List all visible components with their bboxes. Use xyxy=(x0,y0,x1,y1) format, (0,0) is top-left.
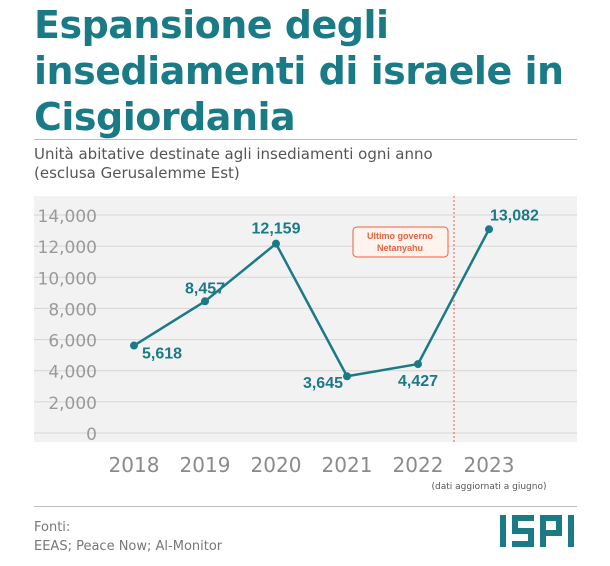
x-tick-label: 2021 xyxy=(322,453,373,477)
y-axis: 0 2,000 4,000 6,000 8,000 10,000 12,000 14,000 xyxy=(38,207,97,445)
y-tick-label: 2,000 xyxy=(48,394,97,414)
data-label: 13,082 xyxy=(490,207,539,224)
y-tick-label: 10,000 xyxy=(38,269,97,289)
series-group xyxy=(130,225,493,381)
chart-subtitle: Unità abitative destinate agli insediame… xyxy=(34,145,594,183)
sources-text: EEAS; Peace Now; Al-Monitor xyxy=(34,539,223,554)
data-point xyxy=(201,297,209,306)
sources-label: Fonti: xyxy=(34,520,71,535)
ispi-logo xyxy=(500,515,574,547)
data-point xyxy=(343,372,351,381)
footer-divider xyxy=(34,506,577,507)
y-tick-label: 4,000 xyxy=(48,363,97,383)
annotation-text-line-1: Ultimo governo xyxy=(367,231,434,241)
data-point xyxy=(272,239,280,248)
plot-area xyxy=(34,196,577,442)
data-label: 3,645 xyxy=(303,375,343,392)
data-label-group: 5,618 8,457 12,159 3,645 4,427 13,082 xyxy=(142,207,539,392)
annotation-group: Ultimo governo Netanyahu xyxy=(352,196,455,442)
y-tick-label: 12,000 xyxy=(38,238,97,258)
y-tick-label: 8,000 xyxy=(48,300,97,320)
title-divider xyxy=(34,139,577,140)
annotation-box xyxy=(352,226,449,258)
annotation-text-line-2: Netanyahu xyxy=(377,243,423,253)
x-tick-label: 2019 xyxy=(180,453,231,477)
x-tick-label: 2022 xyxy=(393,453,444,477)
x-tick-label: 2020 xyxy=(251,453,302,477)
series-line xyxy=(133,228,491,378)
x-axis-note: (dati aggiornati a giugno) xyxy=(432,482,547,492)
chart-title: Espansione degli insediamenti di israele… xyxy=(34,3,564,139)
data-point xyxy=(414,360,422,369)
line-chart: 02,0004,0006,0008,00010,00012,00014,000 … xyxy=(34,196,577,492)
data-label: 4,427 xyxy=(398,373,438,390)
y-tick-label: 0 xyxy=(86,425,97,445)
x-tick-label: 2018 xyxy=(109,453,160,477)
x-tick-label: 2023 xyxy=(464,453,515,477)
data-label: 12,159 xyxy=(252,221,301,238)
subtitle-line-2: (esclusa Gerusalemme Est) xyxy=(34,164,240,182)
data-label: 8,457 xyxy=(185,280,225,297)
x-axis: 2018 2019 2020 2021 2022 2023 (dati aggiornati… xyxy=(109,453,547,492)
data-point xyxy=(485,225,493,234)
y-tick-label: 6,000 xyxy=(48,332,97,352)
subtitle-line-1: Unità abitative destinate agli insediame… xyxy=(34,145,433,163)
sources: Fonti: EEAS; Peace Now; Al-Monitor xyxy=(34,518,222,556)
data-point xyxy=(130,341,138,350)
y-tick-label: 14,000 xyxy=(38,207,97,227)
grid-lines xyxy=(34,214,577,434)
data-label: 5,618 xyxy=(142,346,182,363)
